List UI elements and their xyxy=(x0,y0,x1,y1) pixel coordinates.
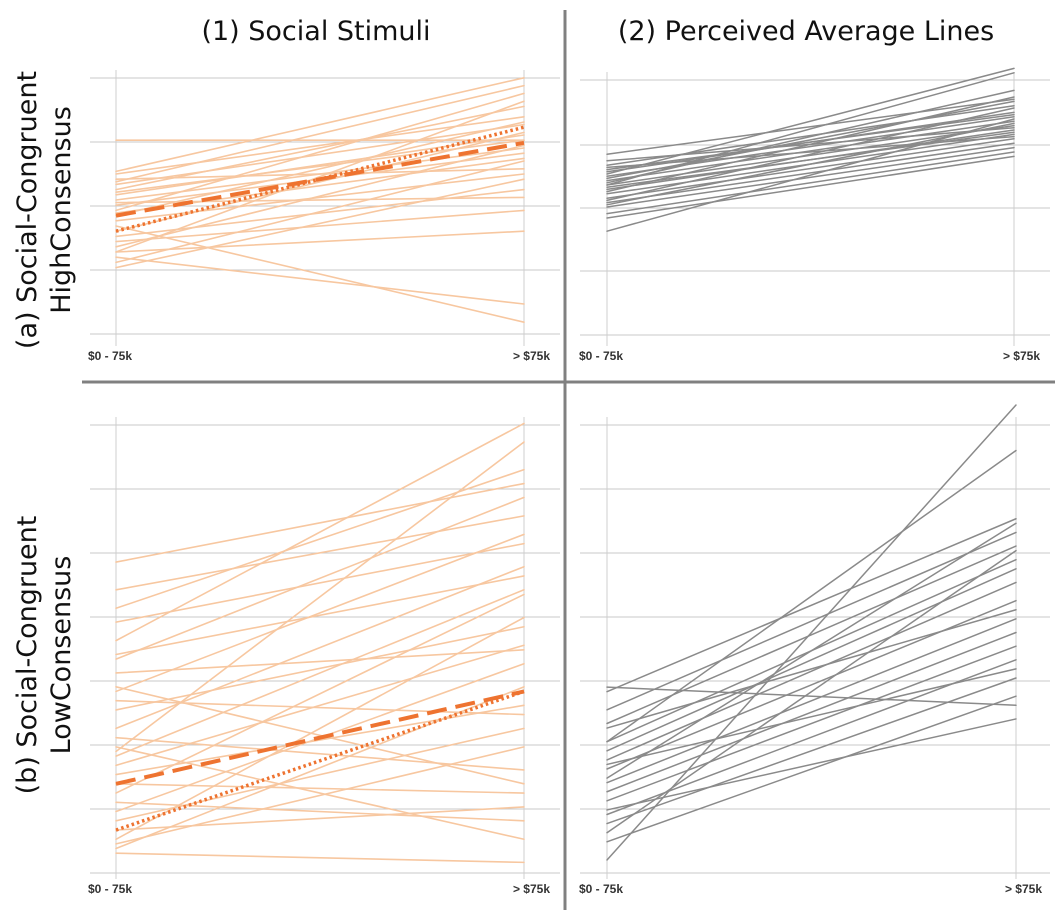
series-line xyxy=(606,631,1017,793)
mean-line-dashed xyxy=(115,689,525,786)
series-line xyxy=(115,515,525,591)
series-line xyxy=(115,168,525,180)
series-line xyxy=(115,686,525,850)
tick-label-high: > $75k xyxy=(513,349,550,363)
series-line xyxy=(115,100,525,253)
trend-line-dotted xyxy=(115,125,525,233)
series-line xyxy=(606,96,1015,193)
panel-b2-low-perceived: $0 - 75k > $75k xyxy=(579,404,1050,896)
series-line xyxy=(606,695,1017,843)
series-line xyxy=(115,144,525,248)
tick-label-low: $0 - 75k xyxy=(579,882,623,896)
series-line xyxy=(115,256,525,305)
series-line xyxy=(115,746,525,841)
series-line xyxy=(606,518,1017,693)
series-line xyxy=(606,522,1017,779)
series-line xyxy=(606,155,1015,219)
row-title-low-line1: (b) Social-Congruent xyxy=(12,516,43,795)
series-line xyxy=(606,581,1017,761)
tick-label-low: $0 - 75k xyxy=(88,882,132,896)
series-line xyxy=(115,736,525,771)
series-line xyxy=(606,609,1017,729)
series-line xyxy=(115,704,525,776)
series-line xyxy=(115,123,525,186)
series-line xyxy=(115,422,525,642)
series-line xyxy=(606,599,1017,770)
series-line xyxy=(606,404,1017,861)
tick-label-low: $0 - 75k xyxy=(88,349,132,363)
series-line xyxy=(115,686,525,785)
series-line xyxy=(606,686,1017,707)
tick-label-high: > $75k xyxy=(1003,349,1040,363)
row-title-high-line1: (a) Social-Congruent xyxy=(12,71,43,349)
series-line xyxy=(115,533,525,693)
series-line xyxy=(606,120,1015,182)
series-line xyxy=(115,131,525,232)
series-line xyxy=(606,122,1015,206)
series-line xyxy=(606,151,1015,215)
series-line xyxy=(115,616,525,841)
series-line xyxy=(115,225,525,324)
series-line xyxy=(606,142,1015,204)
series-line xyxy=(606,107,1015,202)
series-line xyxy=(115,649,525,674)
series-line xyxy=(115,92,525,212)
series-line xyxy=(606,549,1017,834)
series-line xyxy=(115,575,525,656)
series-line xyxy=(115,593,525,794)
series-line xyxy=(606,718,1017,811)
series-line xyxy=(606,645,1017,802)
trend-line-dotted xyxy=(115,689,525,832)
series-line xyxy=(606,89,1015,184)
series-line xyxy=(115,173,525,222)
column-title-perceived-average: (2) Perceived Average Lines xyxy=(618,16,994,47)
series-line xyxy=(115,482,525,563)
series-line xyxy=(115,699,525,716)
series-line xyxy=(115,852,525,864)
series-line xyxy=(606,668,1017,766)
series-line xyxy=(115,565,525,730)
series-line xyxy=(115,188,525,238)
series-line xyxy=(115,806,525,831)
series-line xyxy=(115,178,525,269)
series-line xyxy=(606,138,1015,199)
tick-label-high: > $75k xyxy=(1005,882,1042,896)
series-line xyxy=(115,209,525,243)
series-line xyxy=(115,783,525,794)
series-line xyxy=(606,545,1017,725)
series-line xyxy=(115,230,525,253)
column-title-social-stimuli: (1) Social Stimuli xyxy=(201,16,430,47)
series-line xyxy=(606,100,1015,180)
series-line xyxy=(606,568,1017,752)
series-line xyxy=(115,644,525,767)
series-line xyxy=(606,531,1017,711)
row-title-low-line2: LowConsensus xyxy=(46,556,77,755)
series-line xyxy=(115,496,525,660)
series-line xyxy=(606,67,1015,175)
tick-label-low: $0 - 75k xyxy=(579,349,623,363)
series-line xyxy=(115,121,525,217)
series-line xyxy=(115,468,525,610)
series-line xyxy=(115,625,525,711)
series-line xyxy=(115,105,525,191)
panel-a1-high-stimuli: $0 - 75k > $75k xyxy=(88,70,560,363)
row-title-high-line2: HighConsensus xyxy=(46,106,77,314)
series-line xyxy=(115,134,525,196)
series-line xyxy=(115,84,525,183)
series-line xyxy=(606,146,1015,208)
series-line xyxy=(115,542,525,623)
series-line xyxy=(606,98,1015,155)
panel-b1-low-stimuli: $0 - 75k > $75k xyxy=(88,417,560,896)
series-line xyxy=(115,746,525,845)
series-line xyxy=(115,160,525,264)
panel-a2-high-perceived: $0 - 75k > $75k xyxy=(579,67,1050,363)
tick-label-high: > $75k xyxy=(513,882,550,896)
row-title-low-consensus: (b) Social-Congruent LowConsensus xyxy=(12,516,77,795)
series-line xyxy=(606,618,1017,784)
row-title-high-consensus: (a) Social-Congruent HighConsensus xyxy=(12,71,77,349)
series-line xyxy=(115,77,525,173)
series-line xyxy=(606,135,1015,169)
series-line xyxy=(115,588,525,757)
